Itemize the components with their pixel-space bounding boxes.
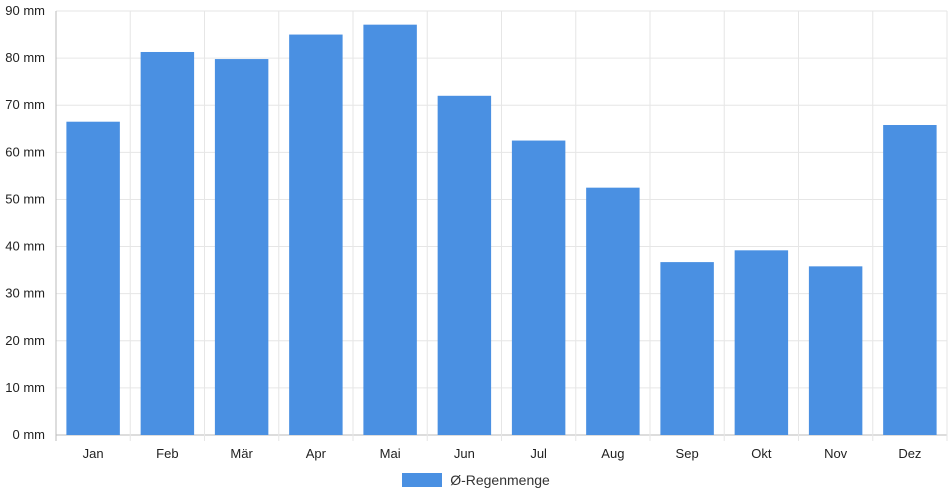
x-tick-label: Sep xyxy=(676,446,699,461)
bars xyxy=(66,24,937,436)
grid-lines xyxy=(55,10,948,441)
x-tick-label: Jul xyxy=(530,446,547,461)
y-tick-label: 20 mm xyxy=(5,333,45,348)
x-tick-label: Jan xyxy=(83,446,104,461)
x-tick-label: Mai xyxy=(380,446,401,461)
bar[interactable] xyxy=(734,250,789,435)
x-tick-label: Apr xyxy=(306,446,327,461)
x-tick-label: Mär xyxy=(230,446,253,461)
y-tick-label: 30 mm xyxy=(5,286,45,301)
legend-label: Ø-Regenmenge xyxy=(450,472,550,488)
bar[interactable] xyxy=(437,95,492,436)
bar-chart: 0 mm 10 mm 20 mm 30 mm 40 mm 50 mm 60 mm 70 mm 8… xyxy=(5,3,948,461)
y-tick-label: 40 mm xyxy=(5,239,45,254)
x-tick-label: Dez xyxy=(898,446,921,461)
bar[interactable] xyxy=(289,34,343,436)
y-tick-label: 50 mm xyxy=(5,191,45,206)
legend-swatch xyxy=(402,473,443,487)
x-axis-ticks: Jan Feb Mär Apr Mai Jun Jul Aug Sep Okt Nov Dez xyxy=(83,446,922,461)
y-tick-label: 10 mm xyxy=(5,380,45,395)
bar[interactable] xyxy=(140,51,195,436)
x-tick-label: Okt xyxy=(751,446,772,461)
bar[interactable] xyxy=(363,24,417,435)
bar[interactable] xyxy=(586,187,640,435)
y-tick-label: 90 mm xyxy=(5,3,45,18)
bar[interactable] xyxy=(808,266,863,435)
x-tick-label: Feb xyxy=(156,446,178,461)
y-tick-label: 0 mm xyxy=(13,427,46,442)
bar[interactable] xyxy=(660,262,714,435)
y-tick-label: 60 mm xyxy=(5,144,45,159)
legend[interactable]: Ø-Regenmenge xyxy=(0,472,952,488)
y-axis-ticks: 0 mm 10 mm 20 mm 30 mm 40 mm 50 mm 60 mm 70 mm 8… xyxy=(5,3,45,442)
bar[interactable] xyxy=(214,59,269,435)
y-tick-label: 80 mm xyxy=(5,50,45,65)
bar[interactable] xyxy=(883,125,937,436)
x-tick-label: Nov xyxy=(824,446,848,461)
x-tick-label: Aug xyxy=(601,446,624,461)
x-tick-label: Jun xyxy=(454,446,475,461)
bar[interactable] xyxy=(66,121,120,435)
y-tick-label: 70 mm xyxy=(5,97,45,112)
bar[interactable] xyxy=(511,140,566,436)
